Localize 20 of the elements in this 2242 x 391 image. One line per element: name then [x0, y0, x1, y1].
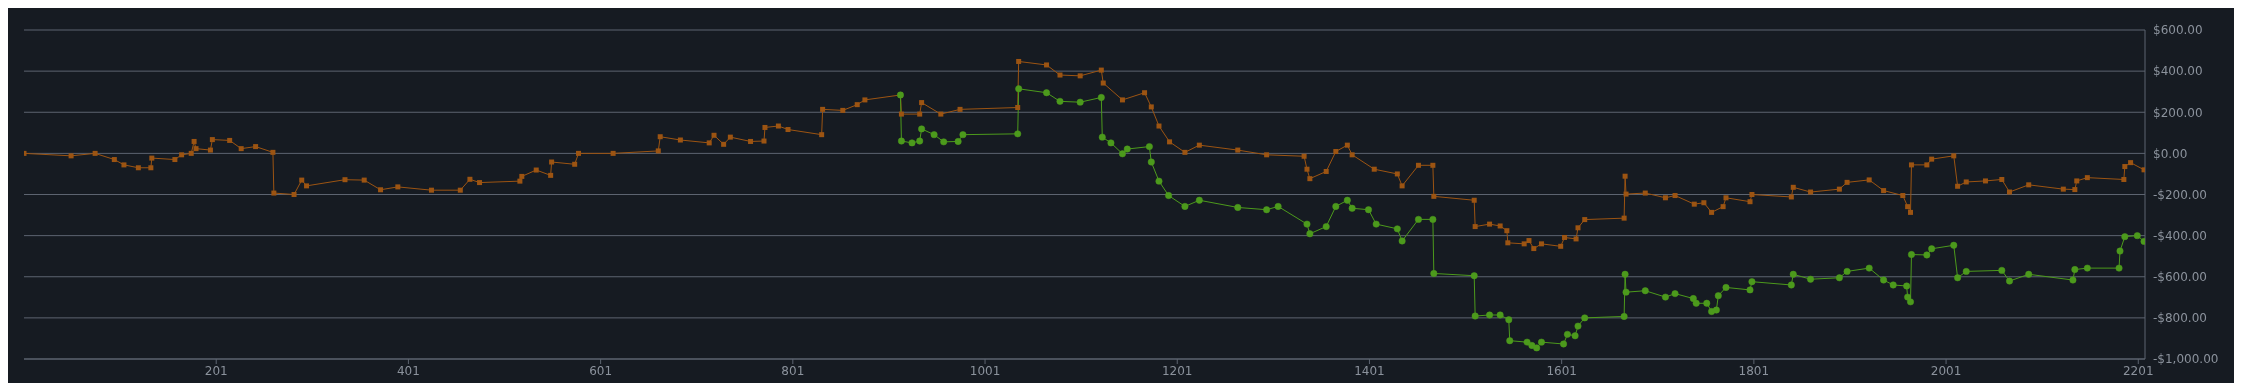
- x-tick-label: 2201: [2123, 363, 2154, 378]
- x-tick-label: 601: [589, 363, 613, 378]
- y-tick-label: -$600.00: [2153, 270, 2207, 285]
- y-tick-label: -$800.00: [2153, 311, 2207, 326]
- y-tick-label: $600.00: [2153, 23, 2203, 38]
- y-tick-label: -$400.00: [2153, 228, 2207, 243]
- y-tick-label: -$200.00: [2153, 187, 2207, 202]
- y-tick-label: -$1,000.00: [2153, 352, 2219, 367]
- x-tick-label: 201: [204, 363, 228, 378]
- x-tick-label: 801: [781, 363, 805, 378]
- x-tick-label: 1801: [1738, 363, 1770, 378]
- y-tick-label: $400.00: [2153, 64, 2203, 79]
- x-tick-label: 1401: [1354, 363, 1385, 378]
- y-tick-label: $200.00: [2153, 105, 2203, 120]
- x-tick-label: 1001: [969, 363, 1001, 378]
- y-tick-label: $0.00: [2153, 146, 2188, 161]
- x-tick-label: 401: [396, 363, 420, 378]
- x-tick-label: 1201: [1161, 363, 1193, 378]
- x-tick-label: 2001: [1930, 363, 1962, 378]
- x-tick-label: 1601: [1546, 363, 1577, 378]
